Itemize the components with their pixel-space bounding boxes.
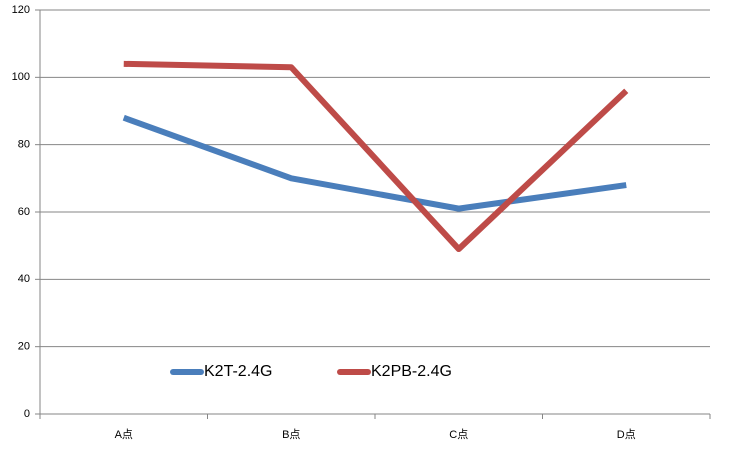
legend-label: K2T-2.4G [204,363,272,380]
x-tick-label: C点 [449,428,468,441]
y-tick-label: 120 [12,4,30,16]
y-tick-label: 60 [18,206,30,218]
x-tick-label: D点 [617,428,636,441]
series-line [123,60,629,253]
y-tick-label: 80 [18,139,30,151]
legend-label: K2PB-2.4G [371,363,452,380]
y-tick-label: 20 [18,341,30,353]
series-line [122,114,627,212]
x-tick-label: B点 [282,428,300,441]
y-tick-label: 100 [12,71,30,83]
y-tick-label: 40 [18,273,30,285]
x-tick-label: A点 [115,428,133,441]
y-tick-label: 0 [24,408,30,420]
